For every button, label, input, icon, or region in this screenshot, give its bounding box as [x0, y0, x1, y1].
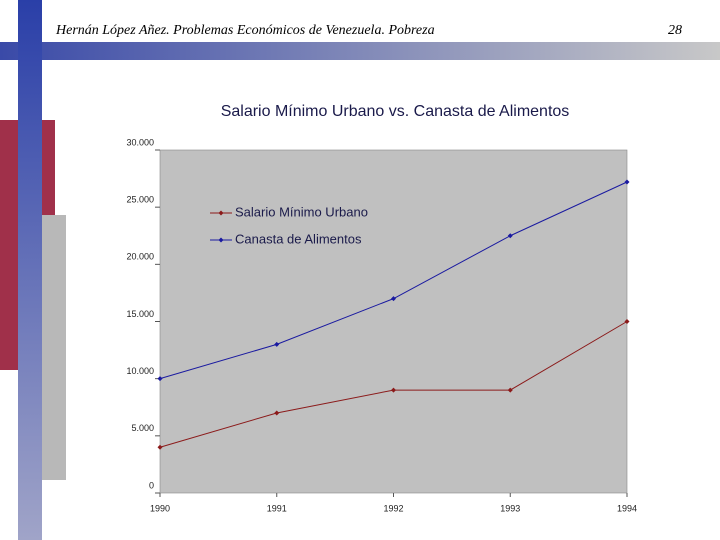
- legend-marker: [218, 210, 224, 216]
- legend-marker: [218, 237, 224, 243]
- point: [157, 376, 163, 382]
- y-tick-label: 5.000: [131, 423, 154, 433]
- x-tick-label: 1990: [150, 503, 170, 513]
- decor-blue: [18, 0, 42, 540]
- y-tick-label: 0: [149, 480, 154, 490]
- header-band: [0, 42, 720, 60]
- y-tick-label: 10.000: [126, 366, 154, 376]
- header-title: Hernán López Añez. Problemas Económicos …: [55, 23, 435, 38]
- legend-label: Canasta de Alimentos: [235, 231, 362, 246]
- point: [624, 179, 630, 185]
- point: [157, 444, 163, 450]
- point: [624, 319, 630, 324]
- y-tick-label: 30.000: [126, 137, 154, 147]
- point: [391, 296, 396, 302]
- point: [391, 387, 396, 393]
- y-tick-label: 25.000: [126, 195, 154, 205]
- x-tick-label: 1994: [617, 503, 637, 513]
- y-tick-label: 15.000: [126, 309, 154, 319]
- x-tick-label: 1993: [500, 503, 520, 513]
- plot-area: [159, 149, 628, 494]
- chart-title: Salario Mínimo Urbano vs. Canasta de Ali…: [221, 103, 570, 120]
- x-tick-label: 1992: [383, 503, 403, 513]
- x-tick-label: 1991: [267, 503, 287, 513]
- point: [507, 387, 513, 393]
- header-bg: [50, 14, 690, 42]
- page-number: 28: [668, 23, 682, 38]
- point: [274, 410, 280, 416]
- point: [507, 233, 513, 239]
- chart: 0 5.000 10.000 15.000 20.000 25.000 30.000 1990…: [126, 137, 637, 513]
- point: [274, 341, 280, 347]
- y-tick-label: 20.000: [126, 252, 154, 262]
- decor-gray: [42, 215, 66, 480]
- legend-label: Salario Mínimo Urbano: [235, 204, 368, 219]
